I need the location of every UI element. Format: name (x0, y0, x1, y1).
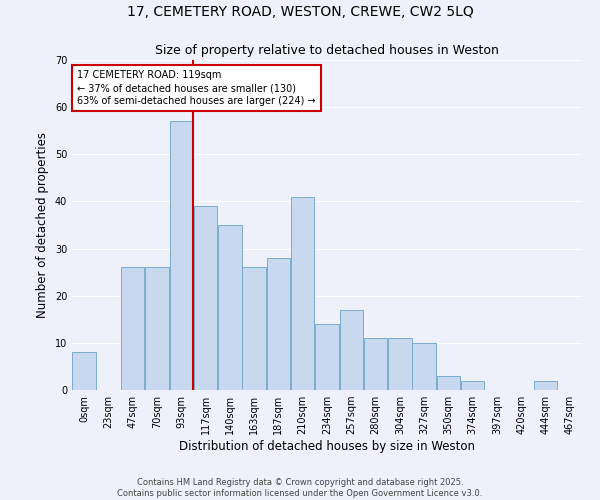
Text: 17, CEMETERY ROAD, WESTON, CREWE, CW2 5LQ: 17, CEMETERY ROAD, WESTON, CREWE, CW2 5L… (127, 5, 473, 19)
Bar (437, 376, 460, 390)
Bar (145, 268, 169, 390)
Title: Size of property relative to detached houses in Weston: Size of property relative to detached ho… (155, 44, 499, 58)
Y-axis label: Number of detached properties: Number of detached properties (36, 132, 49, 318)
Bar (315, 324, 339, 390)
Text: Contains HM Land Registry data © Crown copyright and database right 2025.
Contai: Contains HM Land Registry data © Crown c… (118, 478, 482, 498)
Bar (73, 352, 96, 390)
Bar (412, 343, 436, 390)
Bar (242, 268, 266, 390)
Bar (121, 268, 145, 390)
Bar (340, 310, 363, 390)
Bar (194, 206, 217, 390)
Bar (534, 380, 557, 390)
Bar (170, 122, 193, 390)
Bar (266, 258, 290, 390)
Bar (291, 196, 314, 390)
Bar (364, 338, 388, 390)
Bar (461, 380, 484, 390)
Bar (218, 225, 242, 390)
Bar (388, 338, 412, 390)
Text: 17 CEMETERY ROAD: 119sqm
← 37% of detached houses are smaller (130)
63% of semi-: 17 CEMETERY ROAD: 119sqm ← 37% of detach… (77, 70, 316, 106)
X-axis label: Distribution of detached houses by size in Weston: Distribution of detached houses by size … (179, 440, 475, 453)
